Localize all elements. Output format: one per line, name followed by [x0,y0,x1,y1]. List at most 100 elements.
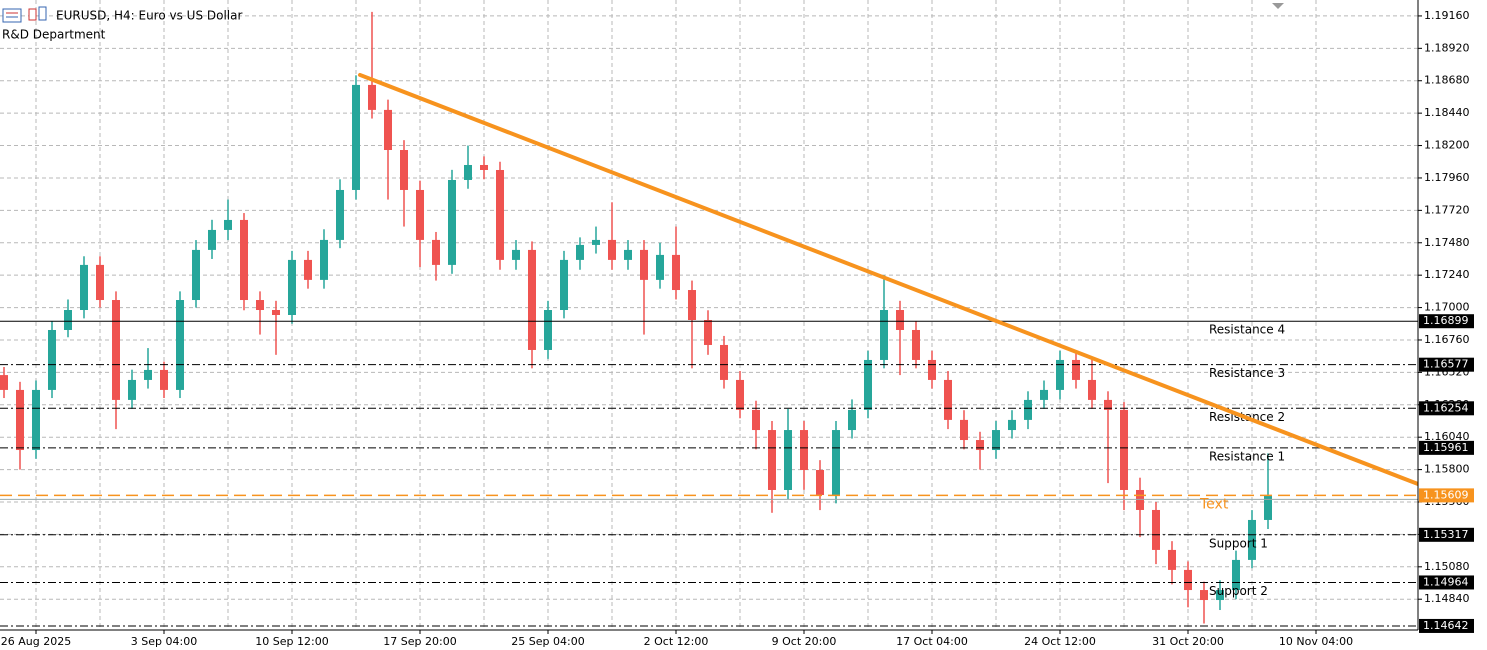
candle-body [1232,559,1240,591]
level-label: Resistance 1 [1209,449,1285,463]
candle-body [1120,409,1128,490]
price-box [1419,575,1474,590]
candle-body [704,319,712,345]
candle-body [784,430,792,490]
candle-body [160,369,168,390]
y-tick-label: 1.14840 [1424,592,1470,605]
y-tick-label: 1.15080 [1424,560,1470,573]
candle-body [720,344,728,380]
candle-body [304,259,312,280]
y-tick-label: 1.17720 [1424,203,1470,216]
candle-body [992,430,1000,451]
candle-body [1072,359,1080,380]
candle-body [432,239,440,265]
candle-body [944,379,952,420]
x-tick-label: 17 Oct 04:00 [896,635,968,648]
price-box-label: 1.15609 [1423,488,1469,501]
candle-body [288,259,296,315]
candle-body [800,430,808,471]
y-tick-label: 1.19160 [1424,9,1470,22]
x-tick-label: 10 Sep 12:00 [255,635,328,648]
y-tick-label: 1.18920 [1424,41,1470,54]
candle-body [1264,495,1272,520]
level-label: Support 2 [1209,584,1268,598]
y-tick-label: 1.18440 [1424,106,1470,119]
candle-body [320,239,328,280]
y-tick-label: 1.16760 [1424,333,1470,346]
candle-body [672,254,680,291]
candle-body [192,249,200,301]
price-box [1419,440,1474,455]
candle-body [1216,590,1224,601]
candle-body [48,329,56,390]
candle-body [1248,519,1256,560]
candle-body [1024,399,1032,420]
candle-body [752,409,760,431]
shift-marker [1272,3,1284,9]
candle-body [544,310,552,350]
y-tick-label: 1.18680 [1424,74,1470,87]
candle-body [176,300,184,390]
candle-body [960,419,968,441]
axes: 1.19160 1.18920 1.18680 1.18440 1.18200 1.179… [1,9,1474,648]
candle-body [240,219,248,301]
candle-body [1056,359,1064,390]
candle-body [64,310,72,330]
candle-body [816,470,824,495]
icon [2,8,22,23]
level-label: Resistance 4 [1209,323,1285,337]
level-label: Support 3 [1209,627,1268,641]
candle-body [528,249,536,350]
candle-body [1088,379,1096,400]
candle-body [688,290,696,320]
candle-body [32,389,40,451]
price-box-label: 1.16899 [1423,314,1469,327]
y-tick-label: 1.17480 [1424,236,1470,249]
candle-body [368,84,376,110]
candle-body [928,359,936,380]
candle-body [896,310,904,330]
candle-body [736,379,744,410]
y-tick-label: 1.15800 [1424,463,1470,476]
candle-body [496,169,504,260]
candle-body [112,300,120,400]
price-box-label: 1.15961 [1423,441,1469,454]
x-tick-label: 3 Sep 04:00 [131,635,197,648]
candle-body [256,300,264,311]
candle-body [224,219,232,230]
candle-body [624,249,632,260]
candle-body [912,329,920,360]
x-tick-label: 10 Nov 04:00 [1279,635,1353,648]
candle-body [96,264,104,301]
price-box [1419,401,1474,416]
candle-body [352,84,360,190]
price-box-label: 1.14964 [1423,575,1469,588]
candle-body [464,164,472,180]
header: EURUSD, H4: Euro vs US Dollar R&D Depart… [2,6,242,42]
trendline [358,72,1418,487]
candle-body [1040,389,1048,400]
candle-body [1104,399,1112,410]
price-box-label: 1.16577 [1423,358,1469,371]
candle-body [976,440,984,451]
candle-body [144,369,152,380]
candle-body [640,249,648,280]
candle-body [880,310,888,360]
x-tick-label: 25 Sep 04:00 [511,635,584,648]
price-box [1419,314,1474,329]
current-label: Text [1199,496,1229,512]
icon [38,6,47,21]
price-box [1419,488,1474,503]
candle-body [608,239,616,260]
y-tick-label: 1.17240 [1424,268,1470,281]
candle-body [416,189,424,240]
candle-body [1168,549,1176,570]
level-label: Support 1 [1209,536,1268,550]
x-tick-label: 26 Aug 2025 [1,635,71,648]
level-label: Resistance 3 [1209,366,1285,380]
price-box-label: 1.16254 [1423,401,1469,414]
x-tick-label: 31 Oct 20:00 [1152,635,1224,648]
candle-body [272,310,280,315]
